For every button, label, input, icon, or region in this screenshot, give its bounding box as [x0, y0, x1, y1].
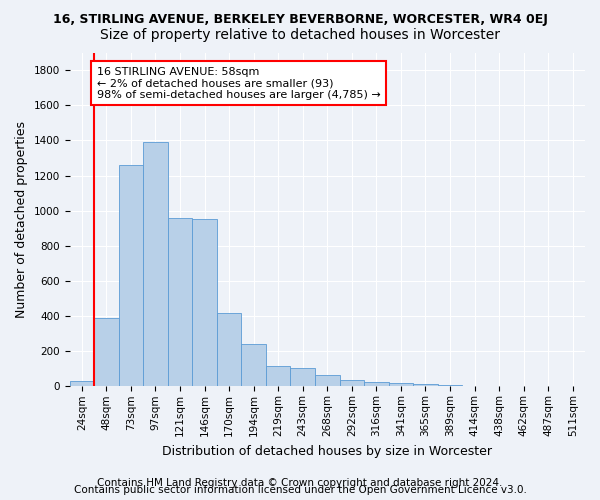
Bar: [290, 368, 315, 386]
Bar: [340, 380, 364, 386]
Bar: [192, 220, 217, 386]
Text: 16 STIRLING AVENUE: 58sqm
← 2% of detached houses are smaller (93)
98% of semi-d: 16 STIRLING AVENUE: 58sqm ← 2% of detach…: [97, 66, 380, 100]
Text: 16, STIRLING AVENUE, BERKELEY BEVERBORNE, WORCESTER, WR4 0EJ: 16, STIRLING AVENUE, BERKELEY BEVERBORNE…: [53, 12, 547, 26]
Text: Size of property relative to detached houses in Worcester: Size of property relative to detached ho…: [100, 28, 500, 42]
Bar: [413, 384, 438, 386]
Bar: [94, 318, 119, 386]
Bar: [266, 366, 290, 386]
X-axis label: Distribution of detached houses by size in Worcester: Distribution of detached houses by size …: [162, 444, 492, 458]
Bar: [364, 382, 389, 386]
Bar: [315, 375, 340, 386]
Bar: [70, 381, 94, 386]
Text: Contains public sector information licensed under the Open Government Licence v3: Contains public sector information licen…: [74, 485, 526, 495]
Bar: [217, 314, 241, 386]
Bar: [389, 383, 413, 386]
Bar: [168, 218, 192, 386]
Bar: [119, 165, 143, 386]
Bar: [438, 385, 462, 386]
Bar: [241, 344, 266, 387]
Text: Contains HM Land Registry data © Crown copyright and database right 2024.: Contains HM Land Registry data © Crown c…: [97, 478, 503, 488]
Bar: [143, 142, 168, 386]
Y-axis label: Number of detached properties: Number of detached properties: [15, 121, 28, 318]
